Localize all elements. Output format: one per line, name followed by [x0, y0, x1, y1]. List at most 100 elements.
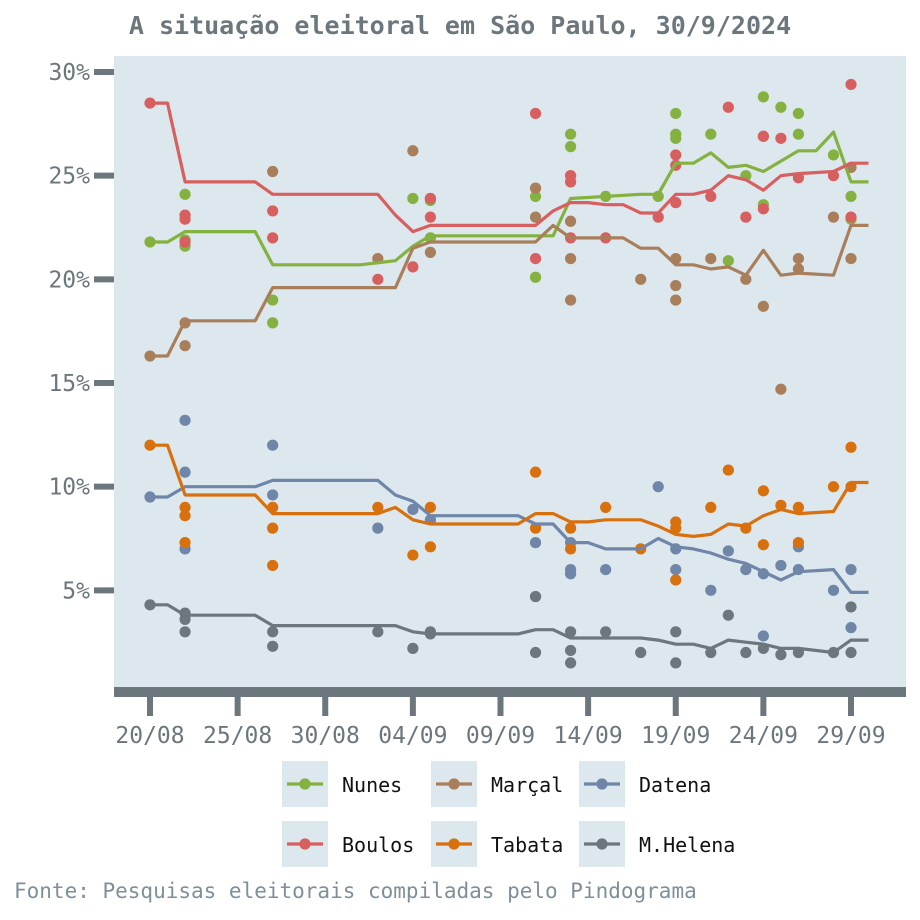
poll-point — [670, 657, 682, 669]
poll-point — [757, 539, 769, 551]
poll-point — [792, 107, 805, 120]
series-tabata — [144, 439, 857, 586]
x-tick-label: 19/09 — [641, 723, 710, 749]
poll-point — [372, 273, 384, 285]
poll-point — [179, 414, 191, 426]
poll-point — [722, 609, 734, 621]
poll-point — [722, 101, 734, 113]
trend-line-nunes — [150, 130, 869, 267]
poll-point — [670, 574, 682, 586]
poll-point — [705, 584, 717, 596]
poll-point — [407, 145, 419, 157]
legend-label: Marçal — [491, 773, 563, 797]
poll-point — [705, 646, 717, 659]
poll-point — [792, 128, 805, 140]
poll-point — [407, 642, 419, 654]
poll-point — [705, 190, 717, 202]
poll-point — [529, 271, 542, 283]
poll-point — [775, 559, 787, 572]
x-tick-label: 25/08 — [203, 723, 272, 749]
legend-key-dot — [448, 838, 460, 850]
poll-point — [529, 107, 542, 120]
poll-point — [565, 543, 577, 555]
series-mar-al — [144, 130, 857, 395]
poll-point — [757, 130, 769, 142]
poll-point — [407, 192, 419, 205]
poll-point — [740, 646, 752, 659]
poll-point — [775, 649, 787, 661]
poll-point — [722, 464, 734, 476]
trend-line-boulos — [150, 101, 869, 234]
poll-point — [424, 501, 436, 513]
poll-point — [670, 132, 682, 144]
poll-point — [179, 466, 191, 478]
poll-point — [565, 128, 577, 140]
poll-point — [267, 165, 279, 178]
poll-point — [670, 149, 682, 161]
poll-point — [529, 590, 542, 603]
poll-point — [845, 601, 857, 613]
poll-point — [267, 439, 279, 451]
poll-point — [179, 501, 191, 513]
poll-point — [565, 294, 577, 306]
poll-point — [267, 317, 279, 329]
poll-point — [827, 481, 840, 493]
poll-point — [600, 564, 612, 576]
legend-label: Datena — [639, 773, 711, 797]
y-tick-label: 20% — [48, 267, 90, 293]
legend-label: Boulos — [342, 833, 414, 857]
x-tick-label: 30/08 — [291, 723, 360, 749]
poll-point — [670, 294, 682, 306]
poll-point — [600, 501, 612, 513]
poll-point — [600, 626, 612, 638]
poll-point — [267, 294, 279, 306]
poll-point — [179, 188, 191, 200]
poll-point — [424, 246, 436, 258]
poll-point — [407, 549, 419, 561]
poll-point — [565, 253, 577, 265]
poll-point — [652, 481, 664, 493]
legend-key-dot — [448, 778, 460, 790]
poll-point — [775, 132, 787, 144]
poll-point — [267, 559, 279, 572]
x-tick-label: 04/09 — [378, 723, 447, 749]
y-axis: 5% 10% 15% 20% 25% 30% — [48, 60, 114, 604]
trend-line-datena — [150, 478, 869, 595]
poll-point — [757, 203, 769, 215]
poll-point — [635, 273, 647, 285]
poll-point — [179, 236, 191, 248]
poll-point — [267, 205, 279, 217]
poll-point — [740, 273, 752, 285]
x-tick-label: 29/09 — [816, 723, 885, 749]
poll-point — [757, 300, 769, 312]
source-note: Fonte: Pesquisas eleitorais compiladas p… — [14, 879, 697, 903]
poll-point — [670, 279, 682, 292]
poll-point — [179, 510, 191, 522]
legend-key-dot — [299, 778, 311, 790]
poll-point — [179, 340, 191, 352]
poll-point — [775, 101, 787, 113]
legend-label: Tabata — [491, 833, 563, 857]
poll-point — [845, 78, 857, 91]
plot-panel — [114, 56, 906, 690]
poll-point — [670, 626, 682, 638]
poll-point — [267, 232, 279, 244]
poll-point — [179, 537, 191, 549]
x-tick-label: 20/08 — [115, 723, 184, 749]
legend-key-dot — [596, 838, 608, 850]
poll-point — [740, 211, 752, 223]
poll-point — [372, 522, 384, 534]
poll-point — [565, 644, 577, 657]
trend-line-mar-al — [150, 223, 869, 358]
poll-point — [792, 501, 805, 513]
poll-point — [845, 211, 857, 223]
poll-point — [670, 522, 682, 534]
poll-point — [740, 564, 752, 576]
legend-item: Nunes — [282, 761, 402, 807]
poll-point — [845, 622, 857, 634]
poll-point — [827, 211, 840, 223]
poll-point — [267, 489, 279, 501]
poll-point — [179, 213, 191, 225]
series-layer — [144, 78, 869, 669]
poll-point — [529, 253, 542, 265]
